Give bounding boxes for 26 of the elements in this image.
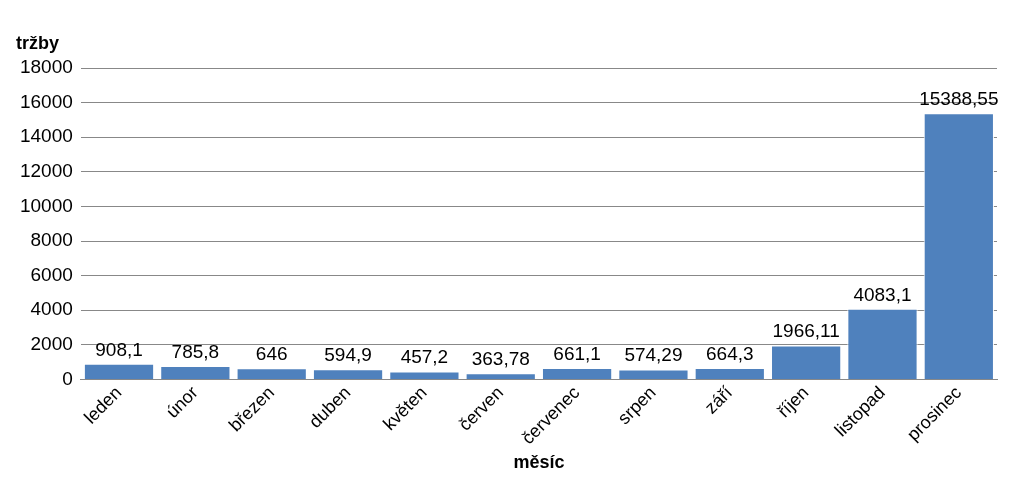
data-label: 574,29: [624, 344, 683, 366]
data-label: 1966,11: [772, 320, 840, 342]
y-tick-label: 16000: [19, 90, 73, 112]
y-tick-label: 6000: [30, 263, 73, 285]
data-label: 661,1: [553, 342, 601, 364]
data-label: 646: [255, 343, 288, 365]
data-label: 594,9: [324, 343, 372, 365]
y-tick-label: 14000: [19, 125, 73, 147]
y-tick-label: 18000: [19, 56, 73, 78]
y-tick-label: 0: [62, 367, 73, 389]
y-tick-label: 12000: [19, 160, 73, 182]
data-label: 363,78: [471, 347, 530, 369]
data-label: 4083,1: [853, 283, 912, 305]
data-label: 664,3: [706, 342, 754, 364]
y-tick-label: 10000: [19, 194, 73, 216]
data-label: 457,2: [400, 346, 449, 368]
y-tick-label: 2000: [30, 333, 73, 355]
data-label: 15388,55: [919, 87, 999, 109]
y-tick-label: 4000: [30, 298, 73, 320]
data-label: 908,1: [95, 338, 143, 360]
x-axis-title: měsíc: [513, 452, 565, 473]
x-tick-label: říjen: [773, 382, 813, 422]
y-tick-label: 8000: [30, 229, 73, 251]
data-label: 785,8: [171, 340, 220, 362]
y-axis-title: tržby: [16, 32, 60, 53]
x-tick-label: září: [700, 382, 737, 418]
